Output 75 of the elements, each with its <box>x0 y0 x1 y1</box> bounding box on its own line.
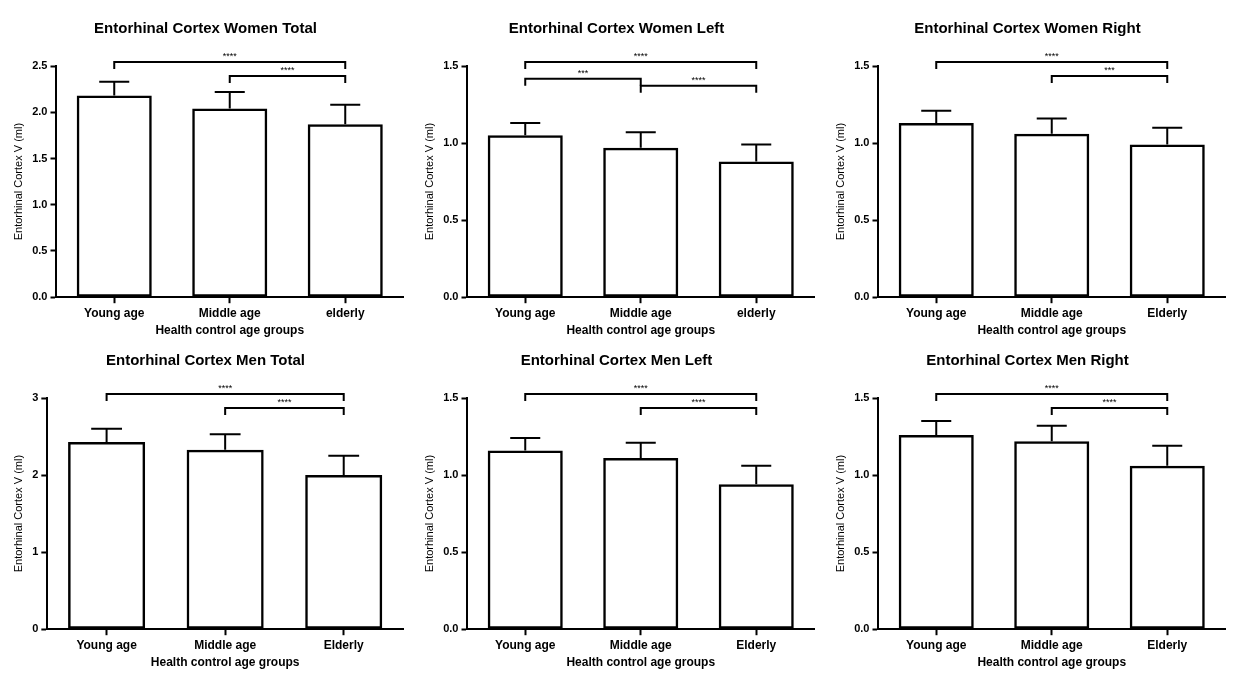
annotation: *** <box>577 67 589 78</box>
x-tick-label: Middle age <box>1020 637 1084 652</box>
y-tick-label: 0.0 <box>32 290 48 303</box>
x-tick-label: elderly <box>325 305 365 320</box>
x-axis-title: Health control age groups <box>977 655 1127 670</box>
y-tick-label: 1 <box>32 545 39 558</box>
text: **** <box>1044 382 1060 393</box>
x-tick-label: Young age <box>906 637 967 652</box>
y-tick-label: 0.0 <box>443 290 459 303</box>
x-tick-label: Young age <box>76 637 138 652</box>
x-tick-label: Middle age <box>1020 305 1084 320</box>
y-tick-label: 0.0 <box>854 290 870 303</box>
y-tick-label: 3 <box>32 391 39 404</box>
y-axis-title: Entorhinal Cortex V (ml) <box>422 454 435 573</box>
x-tick-label: elderly <box>736 305 776 320</box>
y-tick-label: 0.0 <box>443 622 459 635</box>
y-tick-label: 1.0 <box>443 136 459 149</box>
y-tick-label: 0.5 <box>443 213 459 226</box>
y-tick-label: 1.5 <box>443 391 459 404</box>
y-tick-label: 1.5 <box>854 391 870 404</box>
chart-title: Entorhinal Cortex Men Left <box>520 351 713 369</box>
chart-title: Entorhinal Cortex Men Right <box>926 351 1129 369</box>
y-axis-title: Entorhinal Cortex V (ml) <box>11 122 24 241</box>
x-tick-label: Elderly <box>323 637 365 652</box>
y-tick-label: 1.5 <box>443 59 459 72</box>
y-axis-title: Entorhinal Cortex V (ml) <box>422 122 435 241</box>
text: **** <box>218 382 233 393</box>
annotation: **** <box>691 396 706 407</box>
chart-title: Entorhinal Cortex Women Right <box>914 19 1141 37</box>
x-axis-title: Health control age groups <box>566 323 716 338</box>
x-tick-label: Middle age <box>609 637 673 652</box>
y-tick-label: 1.0 <box>32 197 48 210</box>
x-tick-label: Middle age <box>194 637 257 652</box>
y-tick-label: 0 <box>32 622 39 635</box>
y-tick-label: 0.5 <box>443 545 459 558</box>
annotation: **** <box>691 74 706 85</box>
y-axis-title: Entorhinal Cortex V (ml) <box>833 122 846 241</box>
chart-title: Entorhinal Cortex Men Total <box>106 351 305 369</box>
x-tick-label: Middle age <box>198 305 262 320</box>
y-tick-label: 0.0 <box>854 622 870 635</box>
chart-title: Entorhinal Cortex Women Total <box>94 19 317 37</box>
y-tick-label: 2.5 <box>32 59 48 72</box>
y-tick-label: 2.0 <box>32 105 48 118</box>
x-axis-title: Health control age groups <box>155 323 305 338</box>
annotation: *** <box>1104 64 1116 75</box>
text: **** <box>633 382 649 393</box>
y-tick-label: 1.5 <box>32 151 48 164</box>
text: **** <box>1044 50 1060 61</box>
x-tick-label: Elderly <box>1147 637 1188 652</box>
text: **** <box>633 50 649 61</box>
y-tick-label: 0.5 <box>854 213 870 226</box>
x-tick-label: Elderly <box>1147 305 1188 320</box>
y-tick-label: 0.5 <box>854 545 870 558</box>
x-tick-label: Young age <box>84 305 145 320</box>
annotation: **** <box>277 396 292 407</box>
x-tick-label: Young age <box>906 305 967 320</box>
x-tick-label: Young age <box>495 305 556 320</box>
y-axis-title: Entorhinal Cortex V (ml) <box>11 454 24 573</box>
y-tick-label: 0.5 <box>32 243 48 256</box>
x-axis-title: Health control age groups <box>150 655 300 670</box>
annotation: **** <box>280 64 295 75</box>
y-tick-label: 1.0 <box>854 136 870 149</box>
x-tick-label: Middle age <box>609 305 673 320</box>
x-axis-title: Health control age groups <box>977 323 1127 338</box>
x-tick-label: Elderly <box>736 637 777 652</box>
y-tick-label: 1.5 <box>854 59 870 72</box>
y-tick-label: 2 <box>32 468 39 481</box>
y-axis-title: Entorhinal Cortex V (ml) <box>833 454 846 573</box>
y-tick-label: 1.0 <box>854 468 870 481</box>
y-tick-label: 1.0 <box>443 468 459 481</box>
x-axis-title: Health control age groups <box>566 655 716 670</box>
chart-title: Entorhinal Cortex Women Left <box>508 19 725 37</box>
x-tick-label: Young age <box>495 637 556 652</box>
annotation: **** <box>1102 396 1117 407</box>
text: **** <box>222 50 238 61</box>
